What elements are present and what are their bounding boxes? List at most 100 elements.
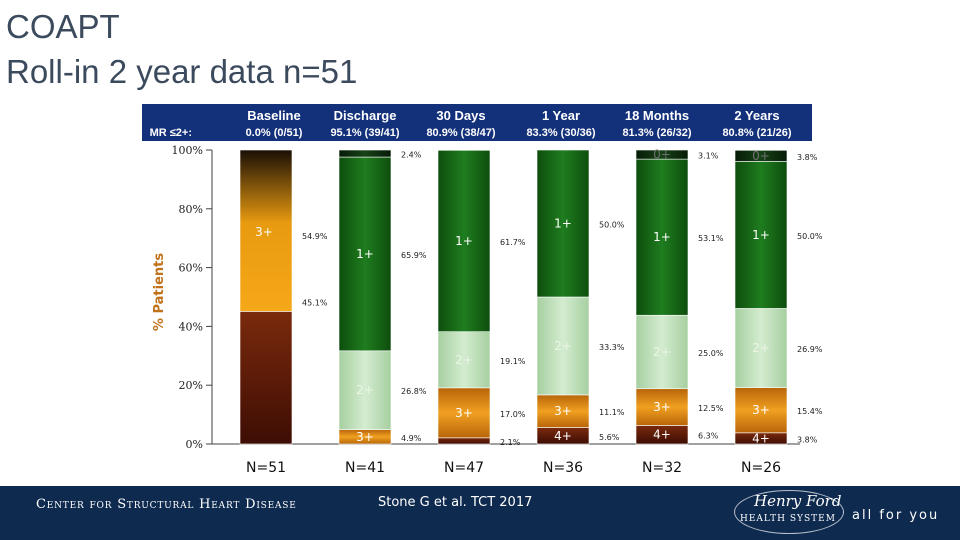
- segment-percent-label: 33.3%: [599, 343, 625, 352]
- footer-tagline: all for you: [852, 508, 940, 523]
- segment-grade-label: 4+: [752, 431, 770, 445]
- segment-grade-label: 3+: [255, 225, 273, 239]
- category-label: N=36: [543, 460, 583, 476]
- bar-segment: [536, 149, 590, 298]
- segment-percent-label: 15.4%: [797, 407, 823, 416]
- y-tick-label: 40%: [179, 320, 203, 333]
- bar-segment: [437, 149, 491, 332]
- bar-segment: [734, 308, 788, 388]
- header-mr-value: 80.8% (21/26): [722, 127, 791, 139]
- segment-percent-label: 2.1%: [500, 438, 521, 447]
- footer-citation: Stone G et al. TCT 2017: [378, 495, 533, 510]
- bar-segment: [338, 156, 392, 352]
- segment-grade-label: 2+: [554, 339, 572, 353]
- y-tick-label: 20%: [179, 379, 203, 392]
- segment-grade-label: 1+: [752, 228, 770, 242]
- header-timepoint-label: 18 Months: [625, 108, 689, 123]
- logo-name: Henry Ford: [754, 492, 842, 510]
- segment-grade-label: 3+: [554, 404, 572, 418]
- bar-segment: [635, 388, 689, 426]
- segment-grade-label: 3+: [752, 403, 770, 417]
- segment-percent-label: 5.6%: [599, 433, 620, 442]
- header-timepoint-label: Discharge: [334, 108, 397, 123]
- y-tick-label: 0%: [186, 438, 203, 451]
- title-band: COAPT Roll-in 2 year data n=51: [0, 0, 960, 100]
- category-label: N=26: [741, 460, 781, 476]
- segment-percent-label: 26.8%: [401, 387, 427, 396]
- segment-grade-label: 2+: [356, 383, 374, 397]
- segment-grade-label: 3+: [356, 430, 374, 444]
- header-mr-value: 95.1% (39/41): [330, 127, 399, 139]
- bar-segment: [239, 311, 293, 445]
- bar-segment: [338, 149, 392, 158]
- bar-segment: [437, 437, 491, 445]
- header-mr-value: 0.0% (0/51): [246, 127, 303, 139]
- header-mr-value: 83.3% (30/36): [526, 127, 595, 139]
- segment-percent-label: 19.1%: [500, 357, 526, 366]
- category-label: N=51: [246, 460, 286, 476]
- header-timepoint-label: 30 Days: [436, 108, 485, 123]
- segment-grade-label: 2+: [653, 345, 671, 359]
- bar-segment: [635, 314, 689, 390]
- segment-percent-label: 3.1%: [698, 152, 719, 161]
- segment-grade-label: 3+: [653, 400, 671, 414]
- segment-percent-label: 6.3%: [698, 432, 719, 441]
- segment-percent-label: 50.0%: [599, 221, 625, 230]
- segment-grade-label: 2+: [752, 341, 770, 355]
- segment-percent-label: 50.0%: [797, 232, 823, 241]
- bar-segment: [239, 149, 293, 312]
- y-tick-label: 60%: [179, 262, 203, 275]
- segment-grade-label: 0+: [752, 149, 770, 163]
- segment-grade-label: 1+: [356, 247, 374, 261]
- bar-segment: [734, 161, 788, 309]
- header-row-background: [142, 104, 812, 141]
- bar-segment: [635, 149, 689, 160]
- header-timepoint-label: 2 Years: [734, 108, 779, 123]
- footer-center-name: Center for Structural Heart Disease: [36, 497, 297, 512]
- bar-segment: [635, 158, 689, 316]
- segment-percent-label: 61.7%: [500, 238, 526, 247]
- y-axis: 0% 20% 40% 60% 80% 100%: [172, 144, 800, 451]
- bar-segment: [338, 350, 392, 430]
- segment-grade-label: 3+: [455, 406, 473, 420]
- header-mr-value: 81.3% (26/32): [622, 127, 691, 139]
- slide-title: COAPT: [6, 8, 120, 45]
- y-tick-label: 100%: [172, 144, 203, 157]
- segment-percent-label: 3.8%: [797, 435, 818, 444]
- segment-grade-label: 4+: [554, 429, 572, 443]
- y-tick-label: 80%: [179, 203, 203, 216]
- segment-percent-label: 11.1%: [599, 408, 625, 417]
- header-row-label: MR ≤2+:: [150, 127, 192, 139]
- segment-percent-label: 17.0%: [500, 410, 526, 419]
- segment-percent-label: 4.9%: [401, 434, 422, 443]
- slide-subtitle: Roll-in 2 year data n=51: [6, 53, 358, 90]
- category-label: N=47: [444, 460, 484, 476]
- stacked-bar-chart: MR ≤2+: Baseline 0.0% (0/51) Discharge 95.1…: [142, 104, 823, 476]
- bar-segment: [437, 331, 491, 389]
- segment-percent-label: 2.4%: [401, 151, 422, 160]
- segment-grade-label: 1+: [455, 234, 473, 248]
- segment-grade-label: 2+: [455, 353, 473, 367]
- segment-percent-label: 25.0%: [698, 349, 724, 358]
- segment-percent-label: 26.9%: [797, 345, 823, 354]
- segment-percent-label: 54.9%: [302, 232, 328, 241]
- segment-grade-label: 1+: [653, 230, 671, 244]
- bar-segment: [437, 387, 491, 439]
- logo-ellipse-icon: [734, 490, 844, 534]
- segment-grade-label: 0+: [653, 148, 671, 162]
- bar-segment: [734, 387, 788, 434]
- bar-segment: [734, 149, 788, 162]
- bar-segment: [536, 296, 590, 396]
- header-timepoint-label: Baseline: [247, 108, 300, 123]
- henry-ford-logo: Henry Ford HEALTH SYSTEM: [734, 490, 844, 536]
- x-axis-categories: N=51 N=41 N=47 N=36 N=32 N=26: [246, 460, 781, 476]
- header-timepoint-label: 1 Year: [542, 108, 580, 123]
- segment-grade-label: 4+: [653, 428, 671, 442]
- segment-percent-label: 3.8%: [797, 153, 818, 162]
- segment-percent-label: 65.9%: [401, 251, 427, 260]
- segment-percent-label: 45.1%: [302, 299, 328, 308]
- y-axis-label: % Patients: [152, 253, 167, 331]
- header-timepoints: Baseline 0.0% (0/51) Discharge 95.1% (39/41…: [246, 108, 792, 139]
- bars: 4+ 45.1% 3+ 54.9% 3+ 4.9% 2+ 26.8% 1+ 65.9% 2.4% 2.…: [239, 148, 823, 447]
- category-label: N=32: [642, 460, 682, 476]
